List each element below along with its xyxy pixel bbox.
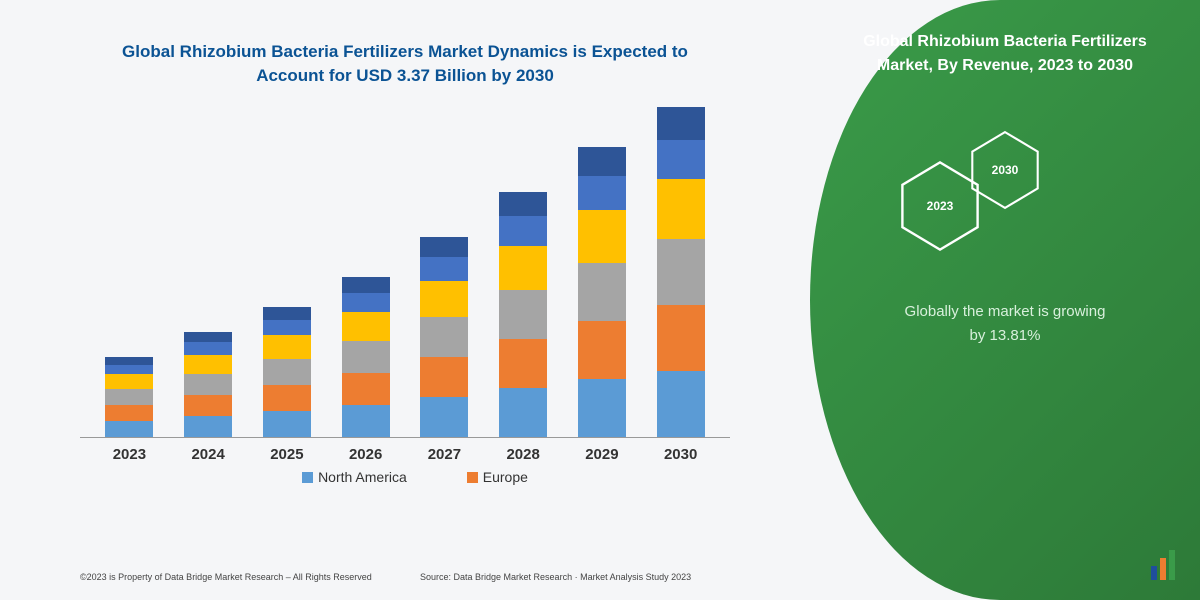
chart-title: Global Rhizobium Bacteria Fertilizers Ma…	[80, 40, 730, 88]
bar-segment	[499, 216, 547, 245]
bar-segment	[578, 147, 626, 176]
bar-segment	[105, 374, 153, 388]
bar-segment	[342, 277, 390, 293]
bar-chart: 20232024202520262027202820292030 North A…	[80, 98, 730, 468]
stacked-bar	[499, 192, 547, 437]
bar-segment	[578, 263, 626, 321]
right-panel-title: Global Rhizobium Bacteria Fertilizers Ma…	[840, 30, 1170, 78]
bar-segment	[420, 397, 468, 437]
bar-group	[335, 277, 397, 437]
bar-group	[177, 332, 239, 437]
hex-label-2: 2030	[992, 163, 1019, 177]
bar-segment	[499, 339, 547, 388]
chart-legend: North America Europe	[80, 469, 730, 485]
stacked-bar	[342, 277, 390, 437]
bar-segment	[105, 421, 153, 437]
legend-swatch	[467, 472, 478, 483]
x-axis-label: 2029	[571, 446, 633, 463]
x-axis-label: 2030	[650, 446, 712, 463]
cagr-line-1: Globally the market is growing	[905, 303, 1106, 320]
bar-segment	[420, 257, 468, 281]
bar-segment	[263, 307, 311, 320]
bar-group	[571, 147, 633, 437]
bar-segment	[420, 281, 468, 317]
bar-group	[256, 307, 318, 437]
bar-segment	[420, 317, 468, 357]
x-axis-label: 2024	[177, 446, 239, 463]
bar-segment	[105, 365, 153, 375]
bar-segment	[263, 359, 311, 385]
bar-group	[413, 237, 475, 437]
legend-item: North America	[282, 469, 407, 485]
bar-group	[98, 357, 160, 437]
stacked-bar	[184, 332, 232, 437]
bar-segment	[578, 379, 626, 437]
bar-segment	[105, 405, 153, 421]
bar-segment	[499, 290, 547, 339]
bar-segment	[420, 237, 468, 257]
bar-segment	[184, 374, 232, 395]
legend-item: Europe	[447, 469, 528, 485]
hex-label-1: 2023	[927, 199, 954, 213]
bar-segment	[499, 388, 547, 437]
bar-segment	[263, 411, 311, 437]
bar-segment	[342, 373, 390, 405]
bar-segment	[342, 341, 390, 373]
bar-segment	[657, 140, 705, 180]
stacked-bar	[263, 307, 311, 437]
cagr-line-2: by 13.81%	[970, 327, 1041, 344]
bar-segment	[578, 176, 626, 211]
cagr-text: Globally the market is growing by 13.81%	[850, 300, 1160, 348]
x-axis-label: 2027	[413, 446, 475, 463]
stacked-bar	[420, 237, 468, 437]
bar-segment	[342, 405, 390, 437]
bar-group	[650, 107, 712, 437]
hexagon-2023: 2023	[900, 160, 980, 252]
bar-group	[492, 192, 554, 437]
bar-segment	[578, 321, 626, 379]
x-axis-label: 2026	[335, 446, 397, 463]
copyright-text: ©2023 is Property of Data Bridge Market …	[80, 572, 372, 582]
bar-segment	[263, 320, 311, 336]
bar-segment	[105, 357, 153, 365]
bar-segment	[184, 416, 232, 437]
x-axis-label: 2023	[98, 446, 160, 463]
bar-segment	[578, 210, 626, 262]
bar-segment	[342, 312, 390, 341]
bar-segment	[263, 385, 311, 411]
stacked-bar	[578, 147, 626, 437]
bar-segment	[420, 357, 468, 397]
bar-segment	[342, 293, 390, 312]
source-text: Source: Data Bridge Market Research · Ma…	[420, 572, 691, 582]
legend-swatch	[302, 472, 313, 483]
brand-logo	[1148, 548, 1178, 582]
bar-segment	[184, 395, 232, 416]
bar-segment	[657, 179, 705, 238]
stacked-bar	[657, 107, 705, 437]
bar-segment	[657, 371, 705, 437]
hexagon-2030: 2030	[970, 130, 1040, 210]
bar-segment	[657, 305, 705, 371]
bar-segment	[657, 107, 705, 140]
bar-segment	[105, 389, 153, 405]
bar-segment	[184, 355, 232, 374]
bar-segment	[499, 192, 547, 217]
bar-segment	[657, 239, 705, 305]
x-axis-label: 2028	[492, 446, 554, 463]
bar-segment	[263, 335, 311, 358]
bar-segment	[499, 246, 547, 290]
stacked-bar	[105, 357, 153, 437]
bar-segment	[184, 332, 232, 343]
x-axis-label: 2025	[256, 446, 318, 463]
bar-segment	[184, 342, 232, 355]
